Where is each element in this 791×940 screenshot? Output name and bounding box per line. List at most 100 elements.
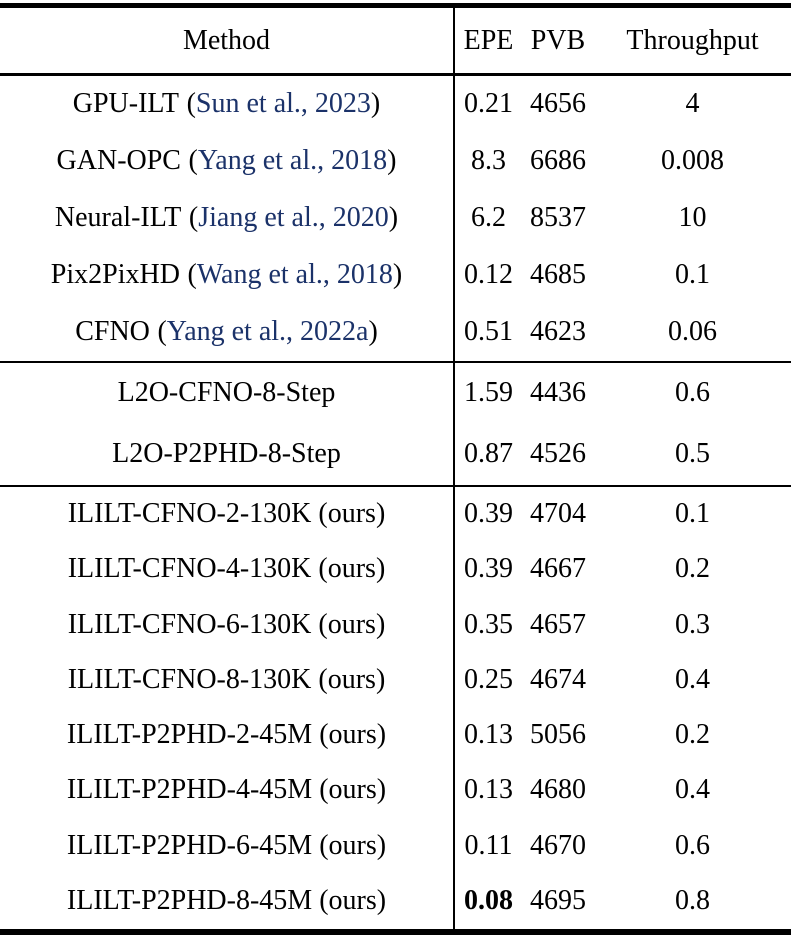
header-epe: EPE bbox=[453, 8, 522, 73]
citation-link[interactable]: Sun et al., 2023 bbox=[187, 90, 381, 118]
header-rule bbox=[0, 73, 791, 76]
method-name: ILILT-P2PHD-4-45M (ours) bbox=[66, 774, 387, 806]
table-row: GPU-ILTSun et al., 2023 0.21 4656 4 bbox=[0, 75, 791, 133]
section-rule bbox=[0, 360, 791, 363]
pvb-value: 8537 bbox=[530, 202, 586, 233]
table-row: L2O-CFNO-8-Step 1.59 4436 0.6 bbox=[0, 362, 791, 424]
epe-value: 0.21 bbox=[453, 75, 522, 133]
throughput-value: 0.3 bbox=[675, 608, 710, 640]
method-cell: ILILT-P2PHD-8-45M (ours) bbox=[0, 873, 453, 928]
method-cell: ILILT-CFNO-6-130K (ours) bbox=[0, 597, 453, 652]
pvb-value: 4436 bbox=[530, 377, 586, 408]
throughput-value: 0.06 bbox=[668, 316, 717, 347]
method-cell: GPU-ILTSun et al., 2023 bbox=[0, 76, 453, 133]
citation-link[interactable]: Wang et al., 2018 bbox=[188, 261, 403, 289]
method-cell: ILILT-CFNO-8-130K (ours) bbox=[0, 652, 453, 707]
pvb-value: 4685 bbox=[530, 259, 586, 290]
method-cell: ILILT-P2PHD-4-45M (ours) bbox=[0, 763, 453, 818]
method-name: ILILT-CFNO-4-130K (ours) bbox=[67, 553, 386, 585]
method-cell: ILILT-P2PHD-6-45M (ours) bbox=[0, 818, 453, 873]
table-row: ILILT-CFNO-6-130K (ours) 0.35 4657 0.3 bbox=[0, 597, 791, 653]
epe-value: 1.59 bbox=[453, 362, 522, 424]
method-name: GAN-OPC bbox=[56, 145, 181, 176]
method-name: L2O-CFNO-8-Step bbox=[117, 377, 336, 408]
pvb-value: 4657 bbox=[530, 608, 586, 640]
pvb-value: 4704 bbox=[530, 498, 586, 530]
method-cell: ILILT-CFNO-4-130K (ours) bbox=[0, 542, 453, 597]
table-row: GAN-OPC Yang et al., 2018 8.3 6686 0.008 bbox=[0, 132, 791, 190]
pvb-value: 4526 bbox=[530, 438, 586, 469]
header-method: Method bbox=[182, 24, 271, 56]
table-row: CFNOYang et al., 2022a 0.51 4623 0.06 bbox=[0, 303, 791, 361]
epe-value: 8.3 bbox=[453, 132, 522, 190]
table-row: ILILT-P2PHD-4-45M (ours) 0.13 4680 0.4 bbox=[0, 762, 791, 818]
table-row: ILILT-P2PHD-8-45M (ours) 0.08 4695 0.8 bbox=[0, 873, 791, 929]
throughput-value: 0.2 bbox=[675, 553, 710, 585]
method-name: GPU-ILT bbox=[72, 88, 180, 119]
citation-link[interactable]: Yang et al., 2022a bbox=[157, 318, 377, 346]
method-cell: Neural-ILTJiang et al., 2020 bbox=[0, 190, 453, 247]
citation-link[interactable]: Jiang et al., 2020 bbox=[189, 204, 398, 232]
method-cell: Pix2PixHD Wang et al., 2018 bbox=[0, 247, 453, 304]
throughput-value: 0.8 bbox=[675, 884, 710, 916]
epe-value: 0.13 bbox=[453, 707, 522, 763]
throughput-value: 0.5 bbox=[675, 438, 710, 469]
method-cell: ILILT-CFNO-2-130K (ours) bbox=[0, 487, 453, 542]
throughput-value: 0.008 bbox=[661, 145, 724, 176]
table-row: ILILT-CFNO-4-130K (ours) 0.39 4667 0.2 bbox=[0, 541, 791, 597]
table-row: Neural-ILTJiang et al., 2020 6.2 8537 10 bbox=[0, 189, 791, 247]
method-cell: CFNOYang et al., 2022a bbox=[0, 304, 453, 361]
epe-value-best: 0.08 bbox=[453, 873, 522, 929]
table-row: ILILT-CFNO-2-130K (ours) 0.39 4704 0.1 bbox=[0, 486, 791, 542]
section-rule bbox=[0, 484, 791, 487]
method-name: ILILT-P2PHD-8-45M (ours) bbox=[66, 884, 387, 916]
method-cell: ILILT-P2PHD-2-45M (ours) bbox=[0, 708, 453, 763]
header-throughput: Throughput bbox=[626, 24, 759, 56]
throughput-value: 0.6 bbox=[675, 377, 710, 408]
method-cell: L2O-P2PHD-8-Step bbox=[0, 424, 453, 485]
epe-value: 0.51 bbox=[453, 303, 522, 361]
method-name: CFNO bbox=[75, 316, 150, 347]
throughput-value: 0.4 bbox=[675, 774, 710, 806]
method-name: ILILT-P2PHD-2-45M (ours) bbox=[66, 719, 387, 751]
throughput-value: 0.6 bbox=[675, 829, 710, 861]
epe-value: 0.39 bbox=[453, 486, 522, 542]
table-row: ILILT-P2PHD-2-45M (ours) 0.13 5056 0.2 bbox=[0, 707, 791, 763]
pvb-value: 4656 bbox=[530, 88, 586, 119]
table-row: ILILT-CFNO-8-130K (ours) 0.25 4674 0.4 bbox=[0, 652, 791, 708]
method-cell: L2O-CFNO-8-Step bbox=[0, 363, 453, 424]
section-prior-methods: GPU-ILTSun et al., 2023 0.21 4656 4 GAN-… bbox=[0, 75, 791, 361]
pvb-value: 6686 bbox=[530, 145, 586, 176]
table-bottom-rule bbox=[0, 928, 791, 935]
table-row: Pix2PixHD Wang et al., 2018 0.12 4685 0.1 bbox=[0, 246, 791, 304]
epe-value: 0.13 bbox=[453, 762, 522, 818]
method-name: L2O-P2PHD-8-Step bbox=[112, 438, 341, 469]
epe-value: 0.11 bbox=[453, 818, 522, 874]
throughput-value: 4 bbox=[685, 88, 700, 119]
table-top-rule bbox=[0, 3, 791, 8]
epe-value: 0.87 bbox=[453, 423, 522, 485]
throughput-value: 10 bbox=[678, 202, 707, 233]
table-row: ILILT-P2PHD-6-45M (ours) 0.11 4670 0.6 bbox=[0, 818, 791, 874]
pvb-value: 4680 bbox=[530, 774, 586, 806]
citation-link[interactable]: Yang et al., 2018 bbox=[189, 147, 397, 175]
epe-value: 0.39 bbox=[453, 541, 522, 597]
epe-value: 6.2 bbox=[453, 189, 522, 247]
throughput-value: 0.4 bbox=[675, 663, 710, 695]
pvb-value: 4667 bbox=[530, 553, 586, 585]
table-header-row: Method EPE PVB Throughput bbox=[0, 8, 791, 73]
section-ours: ILILT-CFNO-2-130K (ours) 0.39 4704 0.1 I… bbox=[0, 486, 791, 929]
epe-value: 0.12 bbox=[453, 246, 522, 304]
method-name: ILILT-P2PHD-6-45M (ours) bbox=[66, 829, 387, 861]
pvb-value: 4623 bbox=[530, 316, 586, 347]
section-l2o-baselines: L2O-CFNO-8-Step 1.59 4436 0.6 L2O-P2PHD-… bbox=[0, 362, 791, 485]
table-row: L2O-P2PHD-8-Step 0.87 4526 0.5 bbox=[0, 423, 791, 485]
pvb-value: 5056 bbox=[530, 719, 586, 751]
header-pvb: PVB bbox=[530, 24, 586, 56]
throughput-value: 0.2 bbox=[675, 719, 710, 751]
pvb-value: 4674 bbox=[530, 663, 586, 695]
method-name: ILILT-CFNO-8-130K (ours) bbox=[67, 663, 386, 695]
epe-value: 0.25 bbox=[453, 652, 522, 708]
method-name: Pix2PixHD bbox=[50, 259, 180, 290]
